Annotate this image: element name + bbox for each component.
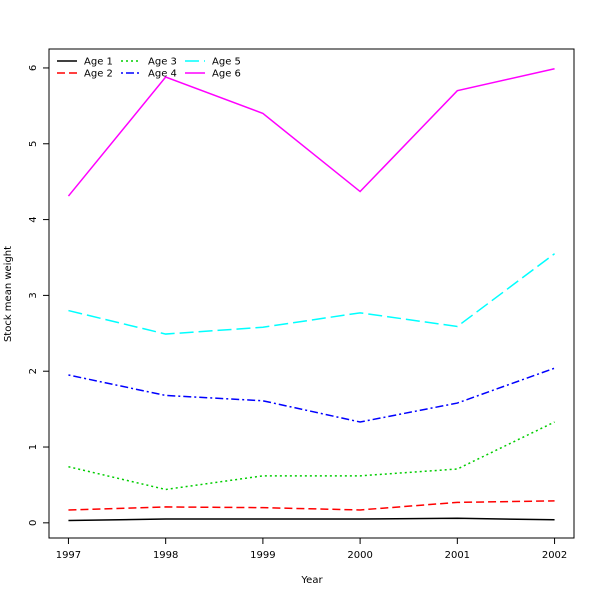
series-line-age-2 [68,500,555,511]
legend-label-age-1: Age 1 [84,57,113,68]
x-tick-label: 2002 [542,550,567,561]
y-tick-label: 5 [28,141,39,147]
plot-frame [48,48,575,539]
series-line-age-4 [68,367,555,423]
legend-label-age-4: Age 4 [148,69,177,80]
y-axis-title: Stock mean weight [3,246,14,342]
x-tick-label: 1998 [153,550,178,561]
series-line-age-5 [68,253,556,335]
y-axis: 0 1 2 3 4 5 6 [28,65,49,526]
legend-label-age-6: Age 6 [212,69,241,80]
x-tick-label: 1997 [56,550,81,561]
y-tick-label: 3 [28,292,39,298]
series-lines [67,67,556,522]
x-axis: 1997 1998 1999 2000 2001 2002 [56,538,567,561]
y-tick-label: 1 [28,444,39,450]
x-tick-label: 1999 [250,550,275,561]
y-tick-label: 6 [28,65,39,71]
series-line-age-6 [67,67,555,197]
legend-label-age-5: Age 5 [212,57,241,68]
legend-label-age-2: Age 2 [84,69,113,80]
series-line-age-3 [68,421,555,491]
legend-label-age-3: Age 3 [148,57,177,68]
y-tick-label: 4 [28,216,39,222]
y-tick-label: 0 [28,520,39,526]
y-tick-label: 2 [28,368,39,374]
x-tick-label: 2000 [347,550,372,561]
x-tick-label: 2001 [445,550,470,561]
x-axis-title: Year [300,575,323,586]
series-line-age-1 [68,517,555,522]
